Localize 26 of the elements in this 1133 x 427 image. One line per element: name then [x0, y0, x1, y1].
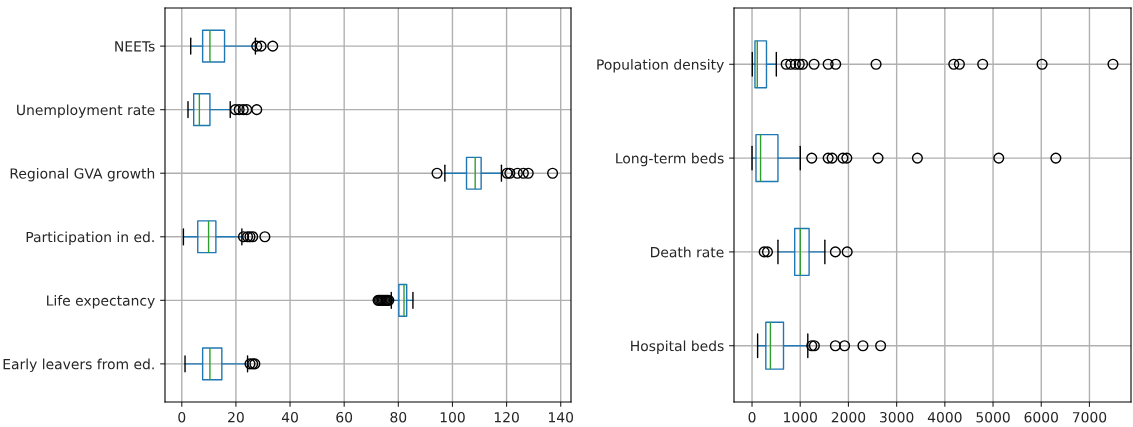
x-tick-label: 5000	[976, 411, 1010, 423]
y-tick-label: Hospital beds	[631, 340, 724, 354]
x-tick-label: 2000	[831, 411, 866, 423]
x-tick-label: 7000	[1072, 411, 1107, 423]
y-tick-label: Death rate	[651, 246, 724, 258]
x-tick-label: 4000	[927, 411, 962, 423]
y-tick-label: Participation in ed.	[26, 231, 154, 245]
y-tick-label: Unemployment rate	[17, 104, 155, 118]
y-tick-label: NEETs	[115, 41, 155, 52]
y-tick-label: Population density	[597, 59, 724, 73]
x-tick-label: 60	[336, 411, 353, 423]
x-tick-label: 1000	[784, 411, 817, 423]
x-tick-label: 6000	[1024, 411, 1058, 423]
y-tick-label: Long-term beds	[616, 152, 724, 167]
y-tick-label: Regional GVA growth	[10, 167, 155, 182]
x-tick-label: 100	[440, 411, 465, 423]
x-tick-label: 0	[178, 411, 186, 423]
y-tick-label: Life expectancy	[47, 295, 155, 309]
x-tick-label: 40	[281, 411, 298, 423]
x-tick-label: 120	[494, 411, 519, 423]
x-tick-label: 80	[390, 411, 407, 423]
x-tick-label: 140	[548, 411, 574, 423]
x-tick-label: 20	[228, 411, 244, 423]
x-tick-label: 0	[748, 411, 756, 423]
x-tick-label: 3000	[880, 411, 914, 423]
y-tick-label: Early leavers from ed.	[3, 358, 154, 373]
